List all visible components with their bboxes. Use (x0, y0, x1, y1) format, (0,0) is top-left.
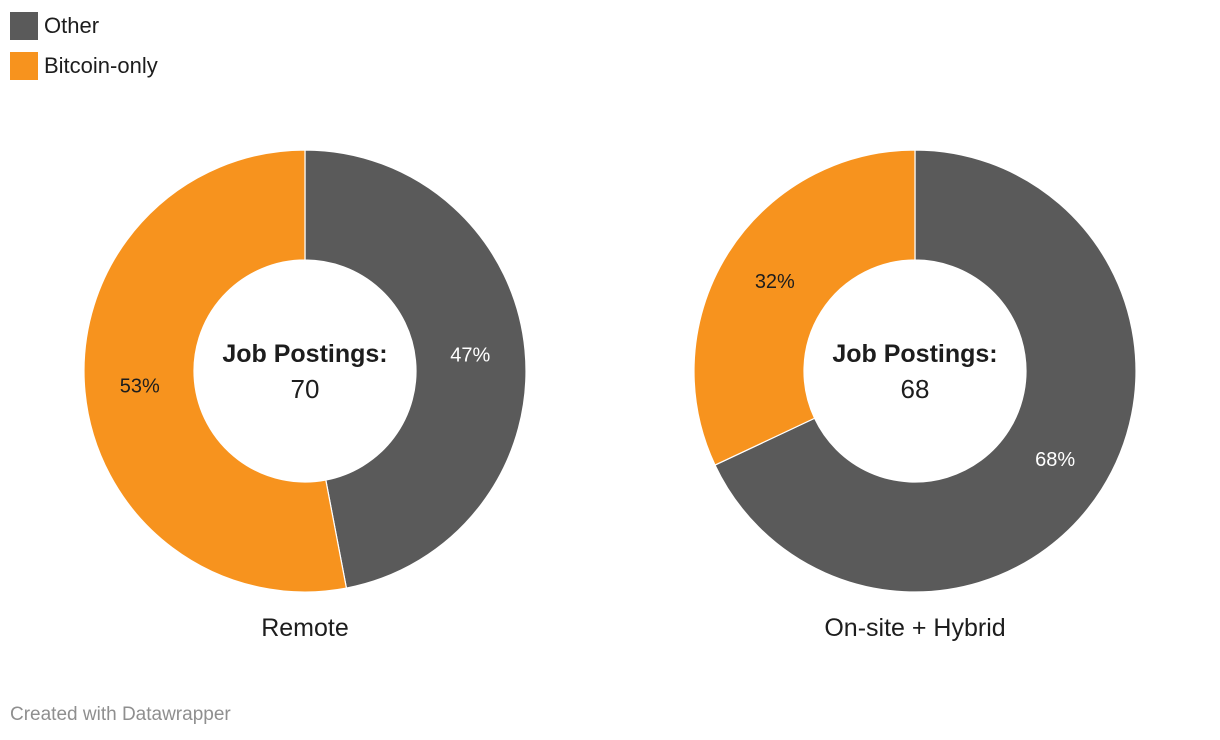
center-label-remote: Job Postings: (222, 340, 387, 368)
legend-item-bitcoin-only: Bitcoin-only (10, 52, 158, 80)
center-label-on-site-hybrid: Job Postings: (832, 340, 997, 368)
center-value-remote: 70 (291, 374, 320, 404)
slice-on-site-hybrid-bitcoin-only (693, 149, 916, 466)
chart-legend: Other Bitcoin-only (10, 12, 158, 92)
chart-title-remote: Remote (261, 614, 349, 642)
footer-credit: Created with Datawrapper (10, 704, 231, 725)
slice-label-remote-bitcoin-only: 53% (120, 376, 160, 398)
donut-on-site-hybrid: 68% 32% Job Postings: 68 On-site + Hybrid (693, 149, 1137, 642)
slice-label-remote-other: 47% (450, 344, 490, 366)
slice-label-on-site-hybrid-other: 68% (1035, 449, 1075, 471)
legend-swatch-other (10, 12, 38, 40)
legend-item-other: Other (10, 12, 158, 40)
slice-label-on-site-hybrid-bitcoin-only: 32% (755, 271, 795, 293)
donut-remote: 47% 53% Job Postings: 70 Remote (83, 149, 527, 642)
chart-title-on-site-hybrid: On-site + Hybrid (824, 614, 1005, 642)
center-value-on-site-hybrid: 68 (901, 374, 930, 404)
legend-label-bitcoin-only: Bitcoin-only (44, 53, 158, 78)
slice-remote-other (304, 149, 527, 589)
slice-on-site-hybrid-other (714, 149, 1137, 593)
slice-remote-bitcoin-only (83, 149, 348, 593)
legend-swatch-bitcoin-only (10, 52, 38, 80)
legend-label-other: Other (44, 13, 100, 38)
